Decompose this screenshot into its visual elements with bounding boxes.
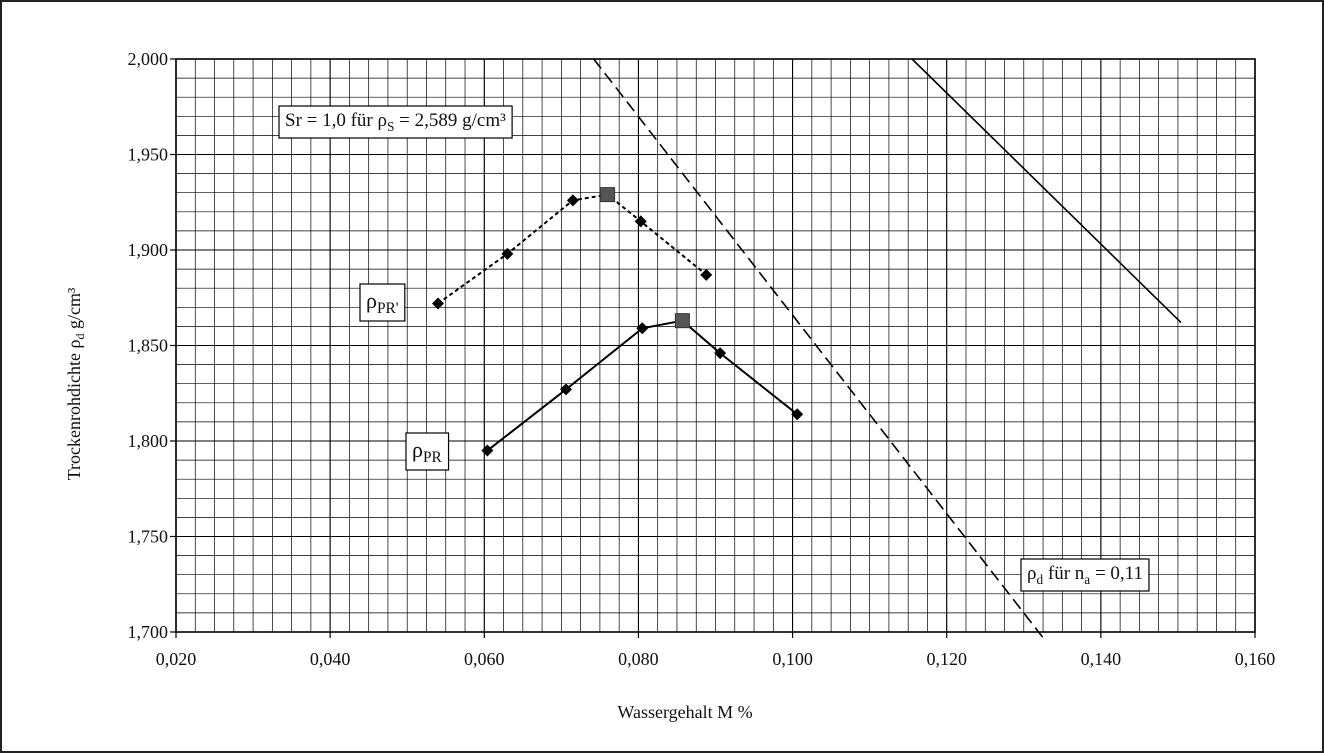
saturation-line-label-box — [278, 105, 513, 139]
y-axis-title-sub: d — [73, 334, 87, 340]
diamond-marker — [700, 268, 713, 281]
series-pr-label-text: ρPR — [412, 437, 443, 466]
air-void-line-label-part: d — [1036, 572, 1043, 587]
chart-grid — [175, 58, 1256, 633]
air-void-line — [911, 58, 1182, 324]
y-tick-label: 1,800 — [128, 431, 169, 451]
x-tick-label: 0,100 — [772, 649, 813, 669]
diamond-marker — [432, 297, 445, 310]
y-tick-label: 2,000 — [128, 49, 169, 69]
diamond-marker — [634, 215, 647, 228]
y-axis-title-unit: g/cm³ — [64, 287, 84, 333]
y-axis-title-main: Trockenrohdichte ρ — [64, 340, 84, 481]
saturation-line — [593, 58, 1044, 639]
series-pr-prime-label-part: ρ — [366, 288, 377, 313]
series-pr-label-part: PR — [423, 449, 443, 466]
x-tick-label: 0,160 — [1235, 649, 1276, 669]
y-axis-ticks: 1,700 1,750 1,800 1,850 1,900 1,950 2,000 — [128, 49, 176, 642]
series-pr-label: ρPR — [405, 432, 450, 471]
air-void-line-label-part: a — [1084, 572, 1090, 587]
saturation-line-label-part: S — [387, 119, 394, 134]
series-pr-prime-label-part: PR' — [377, 300, 399, 317]
series-pr-label-box — [405, 432, 450, 471]
x-tick-label: 0,020 — [156, 649, 197, 669]
diamond-marker — [636, 322, 649, 335]
saturation-line-label: Sr = 1,0 für ρS = 2,589 g/cm³ — [278, 105, 513, 139]
saturation-line-label-part: = 2,589 g/cm³ — [394, 110, 506, 131]
diamond-marker — [566, 194, 579, 207]
peak-square-marker — [600, 187, 616, 203]
air-void-line-label-part: = 0,11 — [1090, 563, 1143, 584]
diamond-marker — [714, 347, 727, 360]
x-tick-label: 0,140 — [1081, 649, 1122, 669]
y-tick-label: 1,950 — [128, 145, 169, 165]
air-void-line-label-part: für n — [1043, 563, 1085, 584]
x-tick-label: 0,040 — [310, 649, 351, 669]
y-axis-title: Trockenrohdichte ρd g/cm³ — [64, 287, 87, 480]
air-void-line-label-box — [1020, 558, 1150, 592]
series-pr-prime-line — [437, 193, 707, 305]
y-tick-label: 1,850 — [128, 336, 169, 356]
peak-square-marker — [674, 313, 690, 329]
series-pr-prime-label: ρPR' — [359, 283, 406, 322]
y-tick-label: 1,700 — [128, 622, 169, 642]
air-void-line-label-text: ρd für na = 0,11 — [1027, 563, 1143, 587]
x-axis-title: Wassergehalt M % — [617, 702, 752, 722]
x-tick-label: 0,060 — [464, 649, 505, 669]
air-void-line-label-part: ρ — [1027, 563, 1036, 584]
x-tick-label: 0,120 — [926, 649, 967, 669]
reference-lines — [593, 58, 1182, 639]
series-pr-prime-label-box — [359, 283, 406, 322]
series-pr-prime-label-text: ρPR' — [366, 288, 399, 317]
saturation-line-label-text: Sr = 1,0 für ρS = 2,589 g/cm³ — [285, 110, 506, 134]
series-pr-line — [486, 319, 798, 452]
diamond-marker — [481, 444, 494, 457]
air-void-line-label: ρd für na = 0,11 — [1020, 558, 1150, 592]
y-tick-label: 1,900 — [128, 240, 169, 260]
y-tick-label: 1,750 — [128, 527, 169, 547]
x-tick-label: 0,080 — [618, 649, 659, 669]
x-axis-ticks: 0,020 0,040 0,060 0,080 0,100 0,120 0,140 0,160 — [156, 632, 1276, 669]
diamond-marker — [559, 383, 572, 396]
diamond-marker — [791, 408, 804, 421]
data-series — [432, 187, 804, 457]
saturation-line-label-part: Sr = 1,0 für ρ — [285, 110, 387, 131]
diamond-marker — [501, 247, 514, 260]
series-pr-label-part: ρ — [412, 437, 423, 462]
